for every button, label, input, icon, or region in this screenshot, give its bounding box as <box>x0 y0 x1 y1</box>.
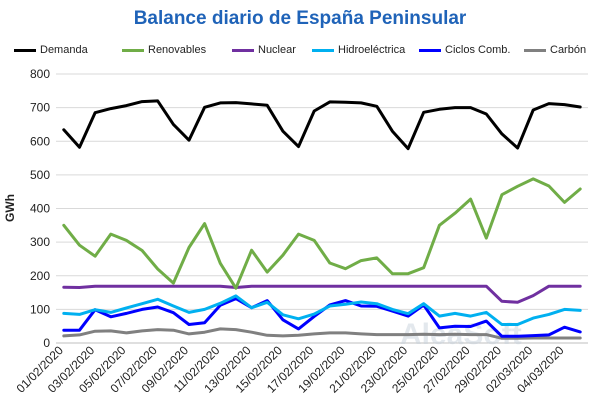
legend-label: Carbón <box>550 44 587 56</box>
legend-item: Nuclear <box>232 44 296 56</box>
y-tick-label: 400 <box>30 202 50 216</box>
legend-item: Hidroeléctrica <box>312 44 405 56</box>
y-tick-label: 800 <box>30 67 50 81</box>
legend-swatch <box>312 48 334 52</box>
legend-label: Demanda <box>40 44 88 56</box>
series-line-hidroelectrica <box>62 294 582 326</box>
legend-label: Renovables <box>148 44 207 56</box>
y-tick-label: 300 <box>30 235 50 249</box>
legend-swatch <box>232 48 254 52</box>
legend-item: Carbón <box>524 44 586 56</box>
series-line-renovables <box>62 177 582 290</box>
legend-swatch <box>14 48 36 52</box>
y-tick-label: 0 <box>43 336 50 350</box>
legend-label: Hidroeléctrica <box>338 44 406 56</box>
legend-item: Renovables <box>122 44 206 56</box>
y-axis-title: GWh <box>3 194 17 222</box>
y-tick-label: 600 <box>30 134 50 148</box>
legend: Demanda Renovables Nuclear Hidroeléctrica Ci… <box>14 44 594 60</box>
legend-label: Ciclos Comb. <box>445 44 511 56</box>
y-axis: 0 100 200 300 400 500 600 700 800 <box>30 67 50 350</box>
legend-swatch <box>419 48 441 52</box>
y-tick-label: 100 <box>30 302 50 316</box>
y-tick-label: 200 <box>30 269 50 283</box>
legend-item: Ciclos Comb. <box>419 44 510 56</box>
legend-swatch <box>524 48 546 52</box>
series-lines <box>62 99 582 340</box>
series-line-nuclear <box>62 284 582 304</box>
series-line-carbon <box>62 327 582 340</box>
legend-label: Nuclear <box>258 44 296 56</box>
legend-swatch <box>122 48 144 52</box>
y-tick-label: 700 <box>30 101 50 115</box>
chart-title: Balance diario de España Peninsular <box>133 8 467 29</box>
y-tick-label: 500 <box>30 168 50 182</box>
legend-item: Demanda <box>14 44 88 56</box>
series-line-demanda <box>62 99 582 151</box>
